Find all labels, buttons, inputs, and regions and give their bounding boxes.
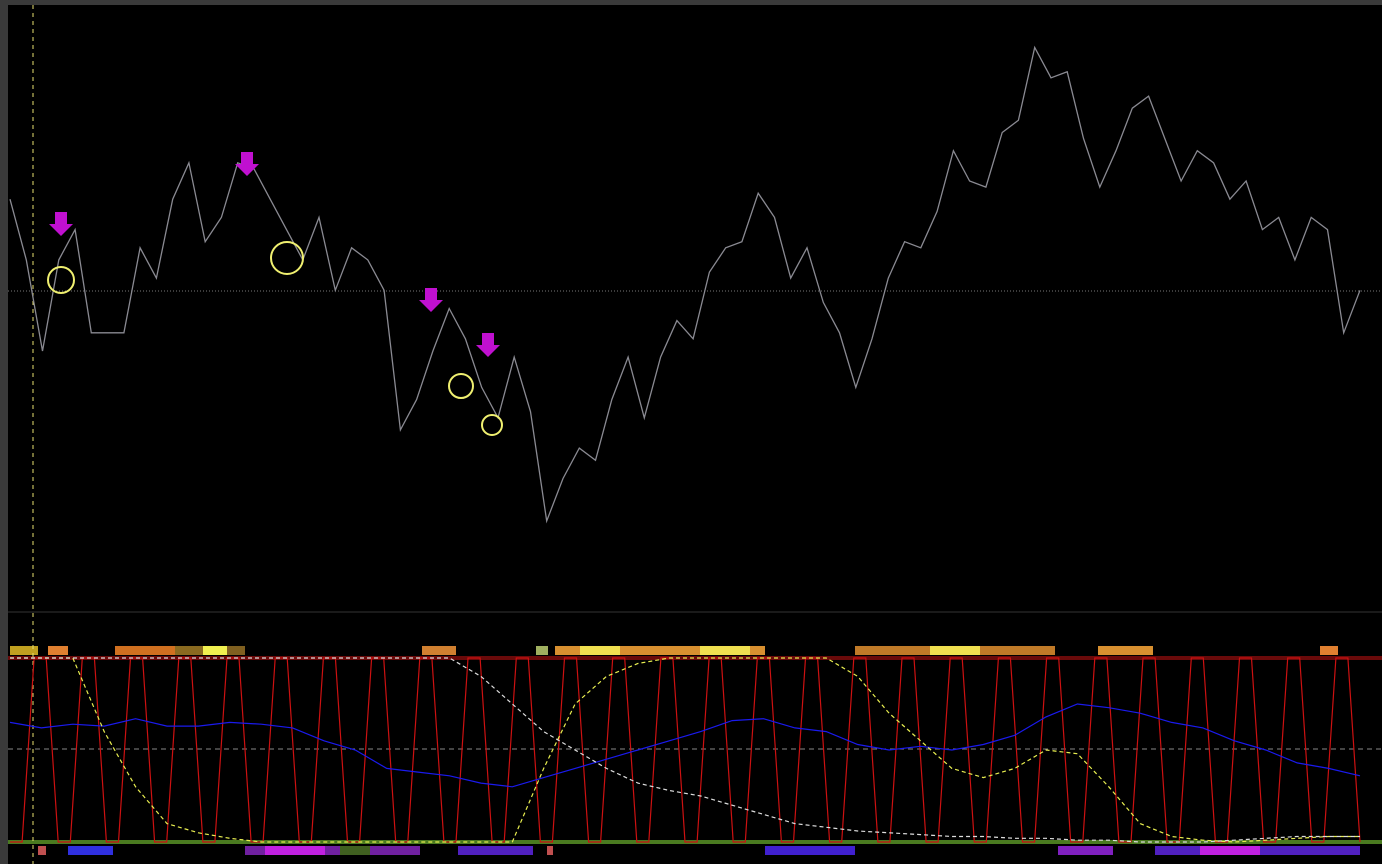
heat-cell xyxy=(10,646,38,655)
plot-area xyxy=(9,45,1361,843)
heat-cell xyxy=(930,646,980,655)
heat-cell xyxy=(68,846,113,855)
heat-cell xyxy=(458,846,533,855)
heat-strip-top xyxy=(10,646,1338,655)
heat-cell xyxy=(580,646,620,655)
heat-cell xyxy=(265,846,325,855)
heat-cell xyxy=(227,646,245,655)
indicator-line xyxy=(9,703,1361,788)
left-border xyxy=(0,0,8,864)
heat-cell xyxy=(115,646,175,655)
signal-circle xyxy=(47,266,75,294)
heat-cell xyxy=(547,846,553,855)
heat-cell xyxy=(203,646,227,655)
heat-cell xyxy=(555,646,765,655)
heat-cell xyxy=(38,846,46,855)
sell-arrow xyxy=(419,288,443,312)
price-line xyxy=(9,45,1361,524)
sell-arrow xyxy=(235,152,259,176)
heat-cell xyxy=(422,646,456,655)
heat-cell xyxy=(175,646,203,655)
signal-circles xyxy=(47,241,503,436)
signal-circle xyxy=(481,414,503,436)
top-border xyxy=(0,0,1382,5)
heat-cell xyxy=(765,846,855,855)
sell-arrow xyxy=(49,212,73,236)
heat-strip-bottom xyxy=(38,846,1360,855)
heat-cell xyxy=(245,846,420,855)
indicator-line xyxy=(10,657,1360,843)
heat-cell xyxy=(700,646,750,655)
heat-cell xyxy=(48,646,68,655)
heat-cell xyxy=(1098,646,1153,655)
signal-circle xyxy=(270,241,304,275)
heat-cell xyxy=(340,846,370,855)
annotations xyxy=(49,152,500,357)
heat-cell xyxy=(1058,846,1113,855)
sell-arrow xyxy=(476,333,500,357)
indicator-line xyxy=(10,657,1360,843)
signal-circle xyxy=(448,373,474,399)
heat-cell xyxy=(536,646,548,655)
heat-cell xyxy=(1320,646,1338,655)
heat-cell xyxy=(1200,846,1260,855)
